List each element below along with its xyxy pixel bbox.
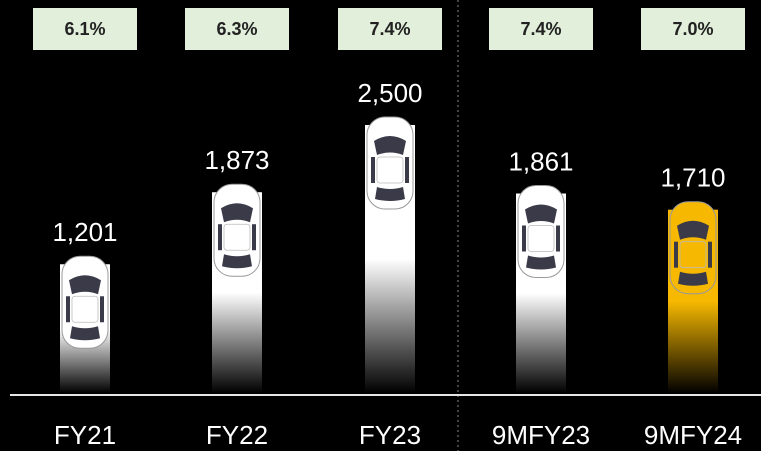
car <box>367 117 413 209</box>
x-tick-label: FY23 <box>359 420 421 450</box>
car-windshield <box>221 203 253 222</box>
car-side-left <box>522 226 526 252</box>
car-rear-window <box>526 256 556 270</box>
x-tick-label: FY21 <box>54 420 116 450</box>
car-roof <box>377 157 403 183</box>
car-roof <box>224 224 250 250</box>
value-label: 1,201 <box>52 217 117 247</box>
car-rear-window <box>375 187 405 201</box>
value-label: 2,500 <box>357 78 422 108</box>
car-side-left <box>371 157 375 183</box>
car-side-right <box>405 157 409 183</box>
car <box>214 184 260 276</box>
value-label: 1,873 <box>204 145 269 175</box>
car-side-right <box>708 242 712 268</box>
car-windshield <box>69 275 101 294</box>
badge-label: 7.4% <box>369 19 410 39</box>
car-roof <box>528 226 554 252</box>
car <box>518 186 564 278</box>
car <box>62 256 108 348</box>
car-side-left <box>218 224 222 250</box>
car-roof <box>680 242 706 268</box>
car-rear-window <box>70 326 100 340</box>
chart: 6.1% 1,201 FY21 6.3% 1,873 FY22 7.4% 2,500 FY23 7… <box>0 0 761 451</box>
car-windshield <box>525 205 557 224</box>
car-side-left <box>674 242 678 268</box>
car <box>670 202 716 294</box>
car-side-right <box>556 226 560 252</box>
car-windshield <box>374 136 406 155</box>
car-rear-window <box>222 254 252 268</box>
x-tick-label: 9MFY23 <box>492 420 590 450</box>
car-rear-window <box>678 272 708 286</box>
car-side-right <box>100 296 104 322</box>
x-tick-label: FY22 <box>206 420 268 450</box>
value-label: 1,710 <box>660 163 725 193</box>
page: 6.1% 1,201 FY21 6.3% 1,873 FY22 7.4% 2,500 FY23 7… <box>0 0 761 451</box>
badge-label: 6.1% <box>64 19 105 39</box>
value-label: 1,861 <box>508 146 573 176</box>
badge-label: 7.4% <box>520 19 561 39</box>
car-roof <box>72 296 98 322</box>
car-side-right <box>252 224 256 250</box>
badge-label: 7.0% <box>672 19 713 39</box>
car-windshield <box>677 221 709 240</box>
badge-label: 6.3% <box>216 19 257 39</box>
x-tick-label: 9MFY24 <box>644 420 742 450</box>
car-side-left <box>66 296 70 322</box>
